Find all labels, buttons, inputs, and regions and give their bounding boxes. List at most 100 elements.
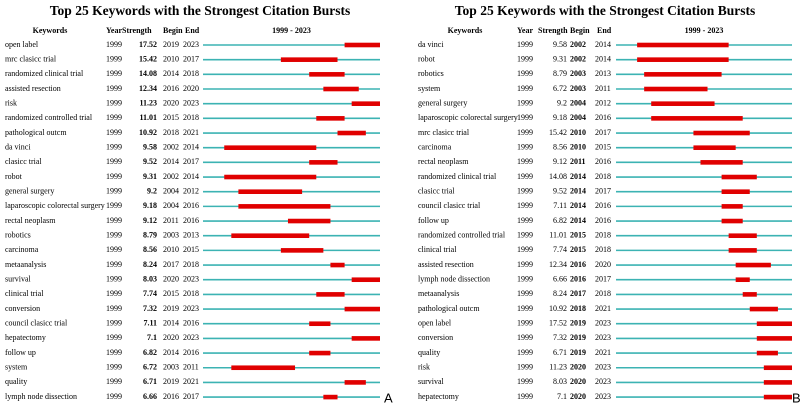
begin: 2011 [163, 216, 179, 225]
keyword: randomized clinical trial [418, 172, 497, 181]
end: 2016 [595, 157, 611, 166]
year: 1999 [106, 113, 122, 122]
burst-bar [763, 380, 792, 385]
burst-bar [323, 86, 359, 92]
begin: 2019 [570, 333, 586, 342]
end: 2016 [183, 319, 199, 328]
year: 1999 [517, 392, 533, 401]
keyword: risk [5, 99, 17, 108]
begin: 2014 [163, 319, 179, 328]
strength: 7.32 [553, 333, 567, 342]
begin: 2014 [163, 157, 179, 166]
begin: 2020 [163, 275, 179, 284]
begin: 2017 [163, 260, 179, 269]
begin: 2020 [570, 392, 586, 401]
end: 2023 [595, 377, 611, 386]
begin: 2020 [163, 99, 179, 108]
strength: 9.52 [143, 157, 157, 166]
strength: 8.24 [553, 289, 567, 298]
timeline-header: 1999 - 2023 [272, 26, 311, 35]
year: 1999 [517, 260, 533, 269]
end: 2018 [183, 289, 199, 298]
end: 2023 [595, 363, 611, 372]
end: 2023 [595, 319, 611, 328]
keyword: hepatectomy [418, 392, 459, 401]
end: 2016 [183, 216, 199, 225]
keyword: da vinci [5, 143, 31, 152]
strength: 7.11 [143, 319, 157, 328]
burst-bar [735, 277, 750, 283]
begin: 2016 [570, 260, 586, 269]
year: 1999 [517, 143, 533, 152]
year: 1999 [517, 54, 533, 63]
begin: 2020 [570, 377, 586, 386]
end: 2018 [183, 260, 199, 269]
begin: 2014 [163, 348, 179, 357]
keyword: randomized clinical trial [5, 69, 84, 78]
keyword: pathological outcm [5, 128, 67, 137]
year: 1999 [106, 99, 122, 108]
timeline-header: 1999 - 2023 [685, 26, 724, 35]
strength: 6.66 [143, 392, 157, 401]
keyword: risk [418, 363, 430, 372]
column-header: Year [517, 26, 533, 35]
keyword: pathological outcm [418, 304, 480, 313]
end: 2018 [183, 113, 199, 122]
strength: 11.23 [139, 99, 157, 108]
end: 2013 [183, 231, 199, 240]
end: 2015 [595, 143, 611, 152]
strength: 9.31 [143, 172, 157, 181]
end: 2016 [595, 201, 611, 210]
panel-title: Top 25 Keywords with the Strongest Citat… [50, 3, 350, 18]
keyword: robotics [5, 231, 31, 240]
burst-bar [344, 306, 380, 312]
end: 2011 [183, 363, 199, 372]
year: 1999 [106, 216, 122, 225]
end: 2015 [183, 245, 199, 254]
begin: 2014 [570, 172, 586, 181]
begin: 2015 [570, 231, 586, 240]
burst-bar [344, 42, 380, 48]
end: 2021 [595, 304, 611, 313]
burst-bar [280, 57, 338, 62]
burst-bar [316, 116, 345, 121]
year: 1999 [517, 245, 533, 254]
burst-bar [728, 248, 757, 253]
begin: 2002 [163, 143, 179, 152]
burst-bar [763, 394, 792, 400]
year: 1999 [106, 201, 122, 210]
begin: 2014 [570, 216, 586, 225]
burst-bar [224, 174, 317, 180]
year: 1999 [517, 333, 533, 342]
burst-bar [693, 130, 750, 136]
year: 1999 [106, 363, 122, 372]
keyword: hepatectomy [5, 333, 46, 342]
end: 2017 [595, 187, 611, 196]
begin: 2014 [570, 187, 586, 196]
begin: 2019 [163, 304, 179, 313]
year: 1999 [517, 113, 533, 122]
end: 2021 [183, 128, 199, 137]
end: 2023 [183, 333, 199, 342]
year: 1999 [517, 157, 533, 166]
strength: 12.34 [139, 84, 157, 93]
burst-bar [323, 394, 338, 400]
end: 2020 [183, 84, 199, 93]
year: 1999 [517, 216, 533, 225]
strength: 9.58 [143, 143, 157, 152]
begin: 2004 [570, 113, 586, 122]
keyword: metaanalysis [5, 260, 46, 269]
strength: 8.79 [143, 231, 157, 240]
begin: 2003 [163, 231, 179, 240]
keyword: open label [5, 40, 39, 49]
end: 2018 [595, 289, 611, 298]
year: 1999 [106, 289, 122, 298]
keyword: rectal neoplasm [5, 216, 56, 225]
burst-bar [351, 101, 380, 106]
year: 1999 [106, 245, 122, 254]
begin: 2004 [163, 187, 179, 196]
year: 1999 [517, 99, 533, 108]
burst-bar [651, 101, 715, 106]
end: 2018 [183, 69, 199, 78]
begin: 2014 [163, 69, 179, 78]
